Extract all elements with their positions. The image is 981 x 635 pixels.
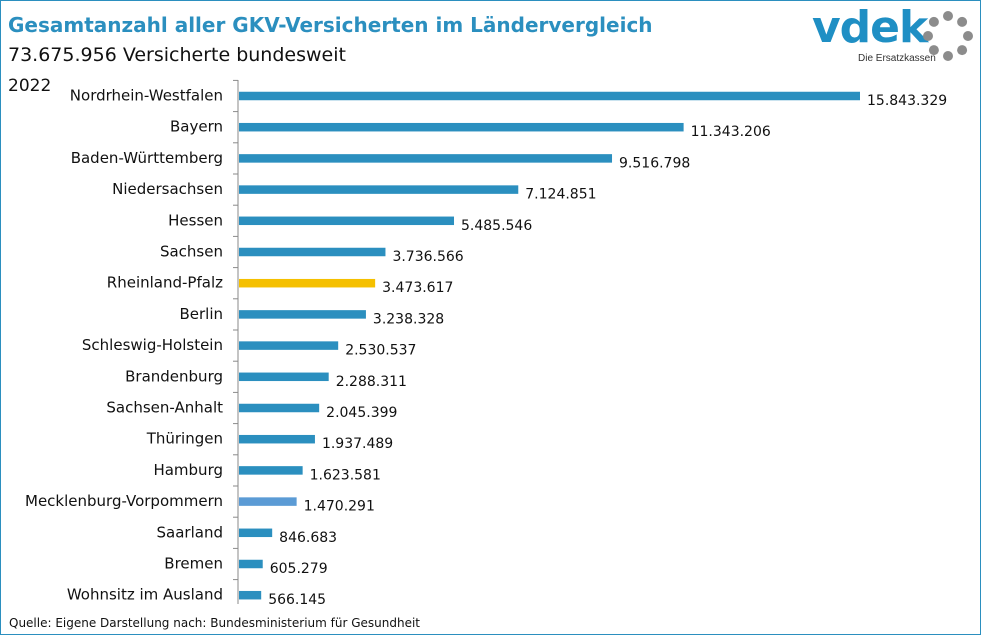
bar	[239, 372, 329, 382]
value-label: 3.736.566	[392, 249, 463, 265]
category-label: Sachsen	[160, 243, 223, 261]
category-label: Schleswig-Holstein	[82, 336, 223, 354]
category-label: Rheinland-Pfalz	[107, 274, 223, 292]
bar	[239, 466, 303, 475]
category-label: Brandenburg	[125, 367, 223, 385]
category-label: Wohnsitz im Ausland	[67, 586, 223, 604]
value-label: 2.530.537	[345, 343, 416, 359]
value-label: 566.145	[268, 592, 326, 608]
value-label: 846.683	[279, 530, 337, 546]
bar	[239, 278, 376, 288]
category-label: Hessen	[168, 211, 223, 229]
bar	[239, 528, 273, 538]
bar	[239, 310, 366, 319]
bar	[239, 122, 684, 132]
category-label: Hamburg	[153, 461, 223, 479]
source-note: Quelle: Eigene Darstellung nach: Bundesm…	[9, 616, 420, 630]
bar	[239, 497, 297, 506]
value-label: 1.470.291	[304, 499, 375, 515]
logo-wordmark: vdek	[812, 2, 928, 53]
value-label: 605.279	[270, 561, 328, 577]
bar	[239, 91, 860, 101]
category-label: Bremen	[164, 555, 223, 573]
bar	[239, 403, 320, 413]
value-label: 11.343.206	[691, 124, 771, 140]
bar	[239, 590, 262, 600]
value-label: 5.485.546	[461, 218, 532, 234]
category-label: Sachsen-Anhalt	[106, 399, 223, 417]
bar	[239, 559, 263, 569]
category-label: Bayern	[170, 118, 223, 136]
category-label: Berlin	[179, 305, 223, 323]
category-label: Thüringen	[146, 430, 223, 448]
bar	[239, 154, 613, 163]
chart-year: 2022	[8, 76, 52, 96]
category-label: Niedersachsen	[112, 180, 223, 198]
chart-subtitle: 73.675.956 Versicherte bundesweit	[8, 44, 346, 66]
category-label: Baden-Württemberg	[71, 149, 223, 167]
value-label: 2.288.311	[336, 374, 407, 390]
value-label: 15.843.329	[867, 93, 947, 109]
value-label: 3.238.328	[373, 311, 444, 327]
value-label: 9.516.798	[619, 155, 690, 171]
category-label: Nordrhein-Westfalen	[70, 87, 223, 105]
category-label: Mecklenburg-Vorpommern	[25, 492, 223, 510]
vdek-logo: vdek Die Ersatzkassen	[808, 2, 976, 66]
bar	[239, 185, 519, 194]
value-label: 1.937.489	[322, 436, 393, 452]
bar	[239, 341, 339, 350]
logo-dots-icon	[923, 11, 973, 61]
value-label: 1.623.581	[310, 467, 381, 483]
value-label: 3.473.617	[382, 280, 453, 296]
bar	[239, 247, 386, 257]
value-label: 2.045.399	[326, 405, 397, 421]
bar	[239, 216, 455, 226]
logo-tagline: Die Ersatzkassen	[858, 53, 936, 64]
value-label: 7.124.851	[525, 187, 596, 203]
bar	[239, 434, 315, 444]
category-label: Saarland	[157, 523, 223, 541]
chart-title: Gesamtanzahl aller GKV-Versicherten im L…	[8, 13, 653, 37]
